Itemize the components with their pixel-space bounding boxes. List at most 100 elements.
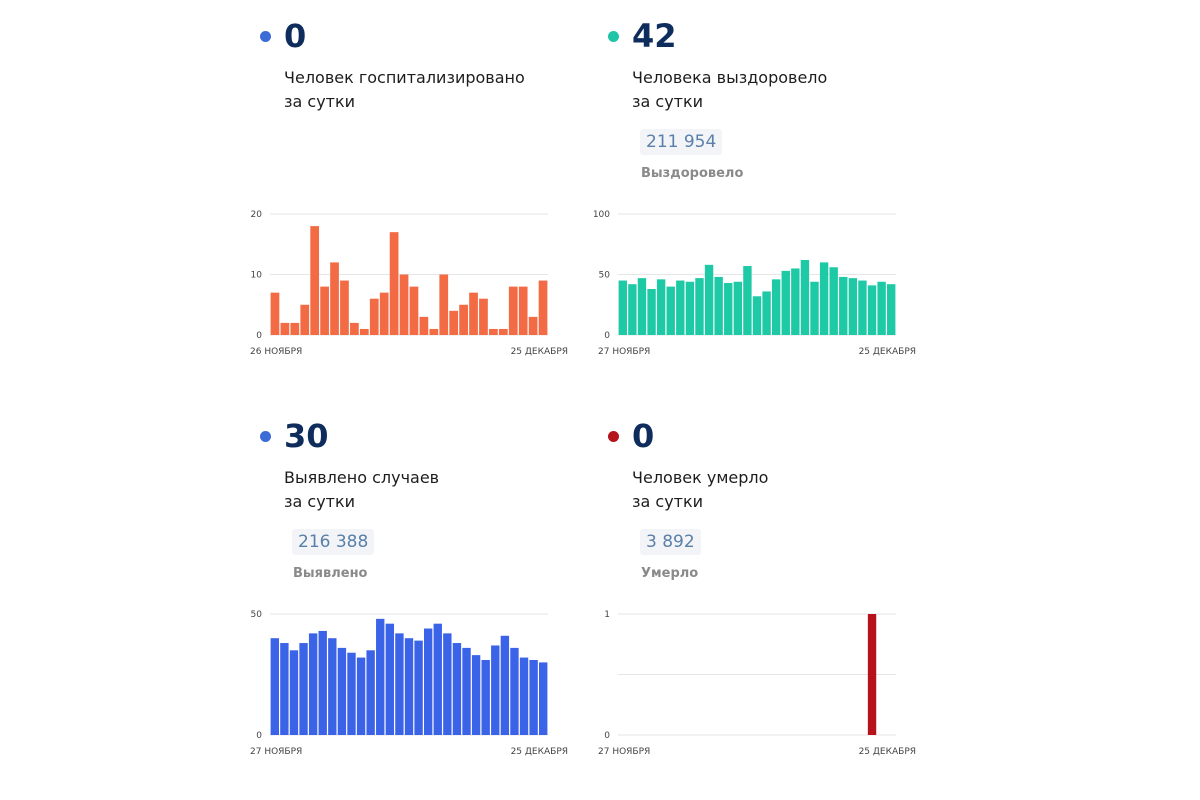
cases-xlabel-end: 25 ДЕКАБРЯ <box>511 747 568 757</box>
recovered-bar <box>791 268 800 335</box>
recovered-bar <box>819 262 829 335</box>
hospitalized-bar <box>429 328 439 335</box>
recovered-bar <box>810 281 819 335</box>
cases-bar <box>395 633 404 735</box>
recovered-bar <box>867 285 877 335</box>
recovered-chart: 0 50 100 27 НОЯБРЯ 25 ДЕКАБРЯ <box>593 210 916 357</box>
recovered-bar <box>800 259 810 335</box>
recovered-count: 42 <box>632 17 677 55</box>
cases-bar <box>347 652 356 735</box>
cases-bar <box>443 633 452 735</box>
hospitalized-bar <box>489 328 498 335</box>
deaths-ytick-label: 1 <box>604 610 610 620</box>
hospitalized-bar <box>310 226 320 335</box>
cases-label: Выявлено случаев за сутки <box>284 466 439 514</box>
cases-bar <box>452 643 462 735</box>
cases-bar <box>510 647 519 735</box>
recovered-bar <box>752 296 762 335</box>
recovered-ytick-label: 0 <box>604 331 610 341</box>
cases-xlabel-start: 27 НОЯБРЯ <box>250 747 302 757</box>
hospitalized-bar <box>280 322 290 335</box>
cases-bar <box>299 643 308 735</box>
hospitalized-bar <box>479 298 488 335</box>
cases-bar <box>481 659 490 735</box>
hospitalized-bar <box>449 310 459 335</box>
hospitalized-bar <box>469 292 478 335</box>
recovered-bar <box>656 279 666 335</box>
hospitalized-xlabel-end: 25 ДЕКАБРЯ <box>511 347 568 357</box>
deaths-xlabel-end: 25 ДЕКАБРЯ <box>859 747 916 757</box>
deaths-total-caption: Умерло <box>641 566 699 581</box>
cases-bar <box>423 628 433 735</box>
hospitalized-bar <box>528 316 538 335</box>
recovered-bar <box>839 276 848 335</box>
cases-bar <box>308 633 318 735</box>
hospitalized-bar <box>508 286 518 335</box>
hospitalized-bar <box>518 286 528 335</box>
recovered-bar <box>647 289 656 335</box>
cases-bar <box>366 650 375 735</box>
hospitalized-bar <box>300 304 310 335</box>
cases-count: 30 <box>284 417 329 455</box>
deaths-label: Человек умерло за сутки <box>632 466 768 514</box>
hospitalized-label: Человек госпитализировано за сутки <box>284 66 525 114</box>
recovered-bar <box>762 291 771 335</box>
recovered-bar <box>743 266 752 335</box>
cases-dot <box>260 431 271 442</box>
cases-total: 216 388 <box>292 529 375 555</box>
recovered-bar <box>887 284 896 335</box>
hospitalized-bar <box>439 274 449 335</box>
cases-bar <box>328 638 337 735</box>
recovered-bar <box>877 281 886 335</box>
cases-chart: 0 50 27 НОЯБРЯ 25 ДЕКАБРЯ <box>250 610 568 757</box>
hospitalized-dot <box>260 31 271 42</box>
cases-bar <box>471 655 481 735</box>
cases-ytick-label: 50 <box>251 610 263 620</box>
hospitalized-bar <box>290 322 300 335</box>
hospitalized-bar <box>350 322 359 335</box>
cases-bar <box>414 640 423 735</box>
recovered-bar <box>733 281 743 335</box>
recovered-bar <box>781 270 790 335</box>
hospitalized-bar <box>379 292 389 335</box>
deaths-label-line1: Человек умерло <box>632 468 769 487</box>
recovered-xlabel-start: 27 НОЯБРЯ <box>598 347 650 357</box>
cases-bar <box>433 623 442 735</box>
deaths-ytick-label: 0 <box>604 731 610 741</box>
hospitalized-bar <box>359 328 369 335</box>
recovered-bar <box>685 281 695 335</box>
hospitalized-bar <box>538 280 548 335</box>
recovered-bar <box>848 278 858 335</box>
recovered-bar <box>666 286 675 335</box>
cases-bar <box>491 645 500 735</box>
cases-bar <box>337 647 347 735</box>
recovered-dot <box>608 31 619 42</box>
deaths-xlabel-start: 27 НОЯБРЯ <box>598 747 650 757</box>
recovered-bar <box>676 280 685 335</box>
hospitalized-ytick-label: 10 <box>251 271 263 281</box>
deaths-total: 3 892 <box>640 529 701 555</box>
hospitalized-ytick-label: 0 <box>256 331 262 341</box>
cases-ytick-label: 0 <box>256 731 262 741</box>
recovered-ytick-label: 100 <box>593 210 610 220</box>
deaths-count: 0 <box>632 417 655 455</box>
recovered-ytick-label: 50 <box>599 271 611 281</box>
cases-bar <box>529 659 538 735</box>
recovered-bar <box>618 280 627 335</box>
hospitalized-bar <box>419 316 429 335</box>
cases-bar <box>404 638 414 735</box>
recovered-bar <box>829 267 838 335</box>
recovered-total: 211 954 <box>640 129 723 155</box>
cases-bar <box>385 623 395 735</box>
cases-bar <box>318 630 327 735</box>
deaths-chart: 0 1 27 НОЯБРЯ 25 ДЕКАБРЯ <box>598 610 916 757</box>
cases-bar <box>539 662 548 735</box>
deaths-dot <box>608 431 619 442</box>
hospitalized-bar <box>320 286 329 335</box>
cases-label-line1: Выявлено случаев <box>284 468 440 487</box>
cases-bar <box>270 638 279 735</box>
hospitalized-label-line2: за сутки <box>284 92 356 111</box>
deaths-label-line2: за сутки <box>632 492 704 511</box>
hospitalized-bar <box>389 232 399 335</box>
cases-bar <box>289 650 299 735</box>
